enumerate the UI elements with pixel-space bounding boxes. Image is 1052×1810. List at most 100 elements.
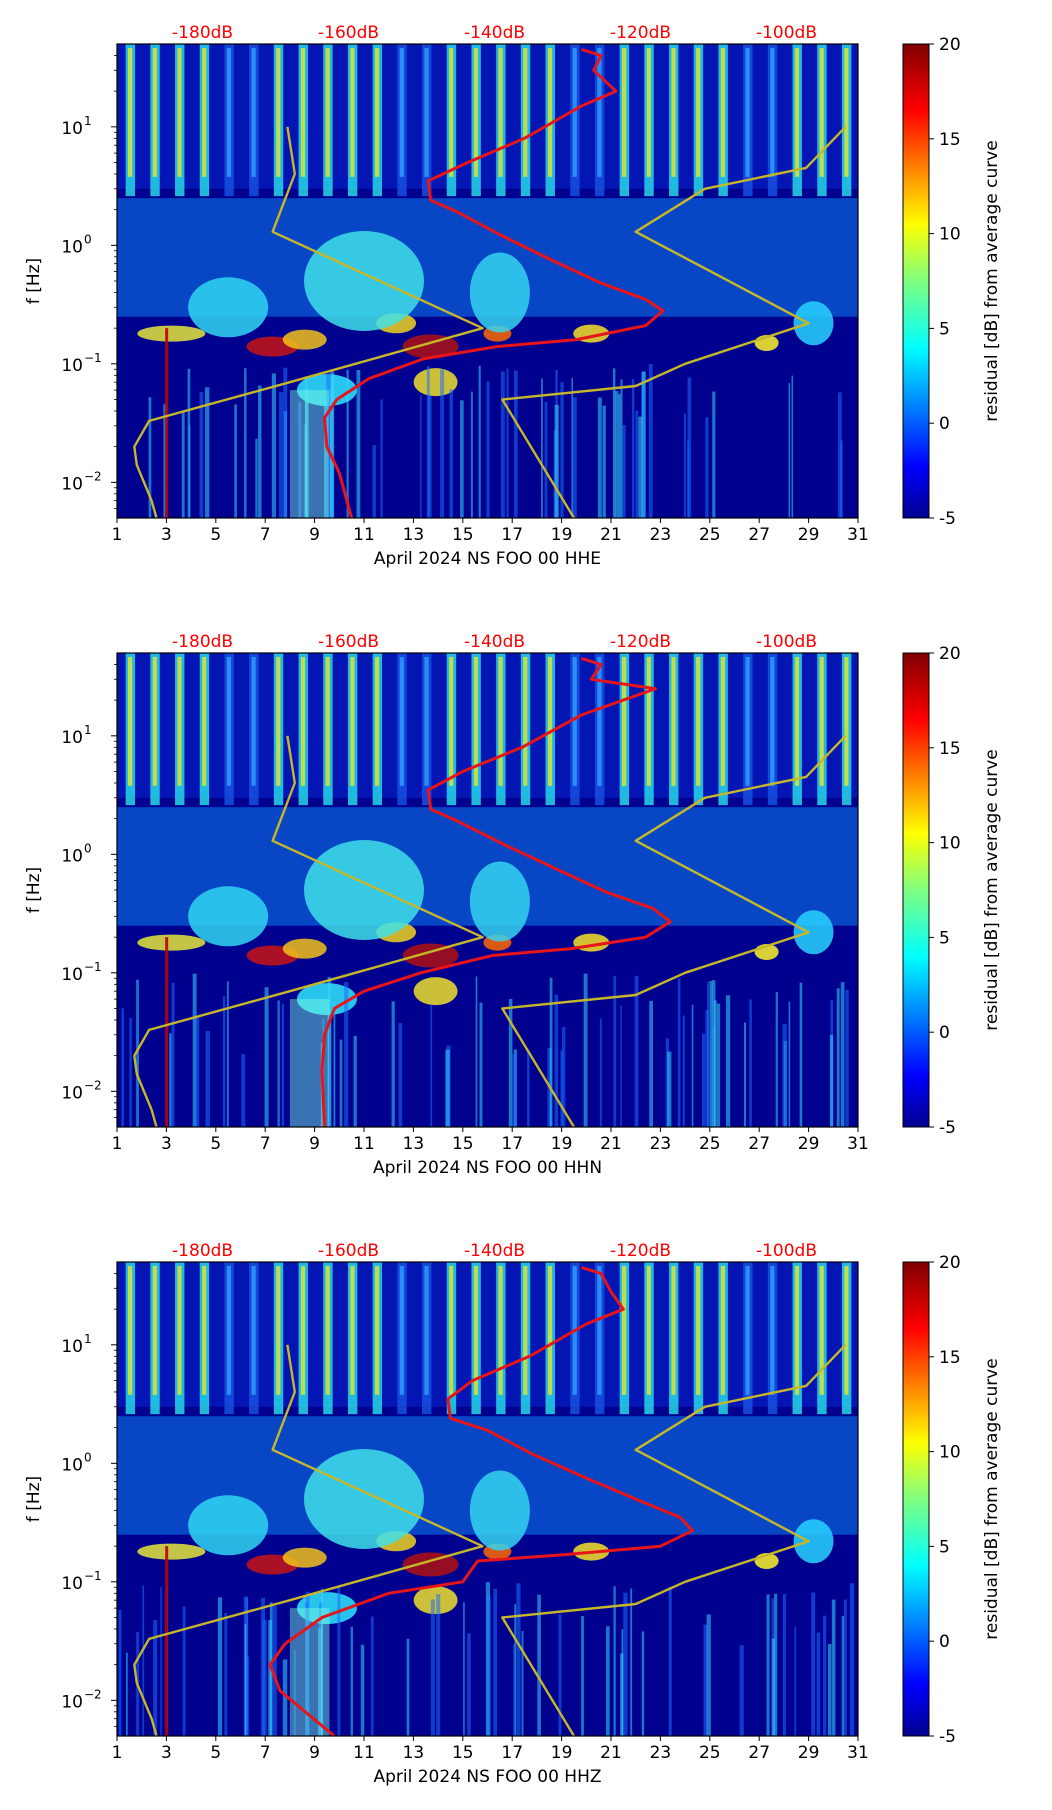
x-tick-label: 7 (260, 525, 271, 545)
heatmap-day-stripe-core (276, 48, 281, 177)
heatmap-day-stripe-core (152, 1266, 157, 1395)
heatmap-lf-streak (705, 1010, 709, 1127)
heatmap-day-stripe-core (202, 1266, 207, 1395)
heatmap-storm-blob (296, 1592, 357, 1625)
colorbar-label: residual [dB] from average curve (982, 749, 1002, 1030)
colorbar-tick-label: 20 (939, 644, 961, 664)
heatmap-lf-streak (333, 1001, 336, 1127)
x-tick-label: 23 (650, 1743, 672, 1763)
heatmap-day-stripe-core (226, 48, 232, 177)
colorbar-tick-label: 5 (939, 319, 950, 339)
heatmap-lf-streak (192, 973, 197, 1127)
heatmap-lf-streak (630, 1588, 633, 1736)
x-tick-label: 31 (847, 1134, 869, 1154)
heatmap-high-band (117, 44, 858, 189)
heatmap-day-stripe-core (671, 48, 676, 177)
heatmap-day-stripe-core (399, 48, 404, 177)
heatmap-lf-streak (648, 364, 653, 518)
y-tick-exponent: −2 (84, 1078, 102, 1092)
heatmap-high-band (117, 1262, 858, 1407)
heatmap-day-stripe-core (572, 48, 577, 177)
colorbar-label: residual [dB] from average curve (982, 140, 1002, 421)
heatmap-day-stripe-core (621, 48, 627, 177)
heatmap-lf-streak (169, 1033, 172, 1127)
colorbar-gradient (902, 1261, 930, 1737)
heatmap-lf-streak (521, 1631, 524, 1736)
heatmap-lf-streak (613, 975, 617, 1127)
heatmap-day-stripe-core (621, 1266, 627, 1395)
heatmap-lf-streak (527, 1050, 530, 1127)
heatmap-lf-streak (725, 995, 731, 1127)
heatmap-day-stripe-core (350, 1266, 355, 1395)
heatmap-lf-red-line (165, 937, 169, 1127)
heatmap-lf-streak (614, 390, 619, 518)
heatmap-lf-streak (782, 1594, 786, 1736)
x-tick-label: 29 (798, 1134, 820, 1154)
heatmap-lf-streak (788, 1001, 791, 1127)
x-tick-label: 19 (551, 525, 573, 545)
heatmap-lf-streak (829, 1034, 834, 1127)
x-tick-label: 23 (650, 1134, 672, 1154)
heatmap-day-stripe-core (720, 657, 726, 786)
heatmap-lf-streak (339, 1039, 343, 1127)
y-tick-label: 10 (61, 119, 83, 139)
heatmap-lf-streak (281, 1004, 285, 1127)
heatmap-lf-streak (583, 973, 588, 1127)
y-tick-exponent: 0 (84, 841, 92, 855)
heatmap-day-stripe-core (597, 1266, 602, 1395)
heatmap-lf-streak (845, 989, 849, 1127)
heatmap-lf-streak (171, 982, 175, 1127)
heatmap-storm-blob (188, 1495, 269, 1556)
heatmap-lf-streak (260, 1597, 265, 1736)
heatmap-lf-streak (691, 1004, 694, 1127)
colorbar: -5 0 5 10 15 20 residual [dB] from average cur… (902, 644, 1002, 1138)
x-tick-label: 27 (748, 1743, 770, 1763)
top-db-label: -140dB (464, 1241, 525, 1261)
heatmap-lf-streak (246, 1656, 250, 1736)
heatmap-lf-streak (217, 1597, 223, 1736)
heatmap-lf-streak (449, 389, 453, 518)
x-tick-label: 3 (161, 1134, 172, 1154)
heatmap-lf-streak (475, 976, 478, 1127)
heatmap-day-stripe-core (127, 657, 133, 786)
heatmap-lf-streak (549, 977, 553, 1127)
plot-area (117, 1262, 858, 1736)
heatmap-day-stripe-core (547, 48, 553, 177)
heatmap-storm-blob (793, 910, 834, 955)
colorbar-gradient (902, 43, 930, 519)
x-tick-label: 1 (112, 1134, 123, 1154)
heatmap-day-stripe-core (523, 657, 528, 786)
x-tick-label: 1 (112, 525, 123, 545)
heatmap-lf-streak (514, 1603, 517, 1736)
x-tick-label: 21 (600, 1134, 622, 1154)
x-tick-label: 23 (650, 525, 672, 545)
heatmap-day-stripe-core (399, 1266, 404, 1395)
heatmap-lf-streak (426, 366, 430, 518)
heatmap-lf-streak (136, 979, 139, 1127)
heatmap-day-stripe-core (523, 48, 528, 177)
x-tick-label: 21 (600, 525, 622, 545)
x-tick-label: 9 (309, 525, 320, 545)
heatmap-lf-streak (621, 1629, 624, 1736)
colorbar: -5 0 5 10 15 20 residual [dB] from average cur… (902, 35, 1002, 529)
heatmap-lf-streak (199, 392, 204, 518)
heatmap-lf-streak (618, 394, 621, 518)
heatmap-lf-streak (360, 1644, 365, 1736)
heatmap-day-stripe-core (770, 657, 775, 786)
heatmap-lf-streak (258, 385, 262, 518)
top-db-label: -120dB (610, 23, 671, 43)
heatmap-lf-streak (602, 405, 606, 518)
average-psd-curve (320, 656, 672, 1127)
top-db-label: -100dB (756, 632, 817, 652)
heatmap-lf-streak (712, 980, 716, 1127)
heatmap-lf-streak (319, 1602, 323, 1736)
x-tick-label: 15 (452, 525, 474, 545)
heatmap-lf-streak (129, 1018, 132, 1127)
x-tick-label: 7 (260, 1743, 271, 1763)
heatmap-lf-streak (241, 1054, 246, 1127)
heatmap-lf-streak (831, 1599, 836, 1736)
heatmap-day-stripe-core (770, 48, 775, 177)
heatmap-day-stripe-core (523, 1266, 528, 1395)
colorbar-tick-label: 5 (939, 1537, 950, 1557)
